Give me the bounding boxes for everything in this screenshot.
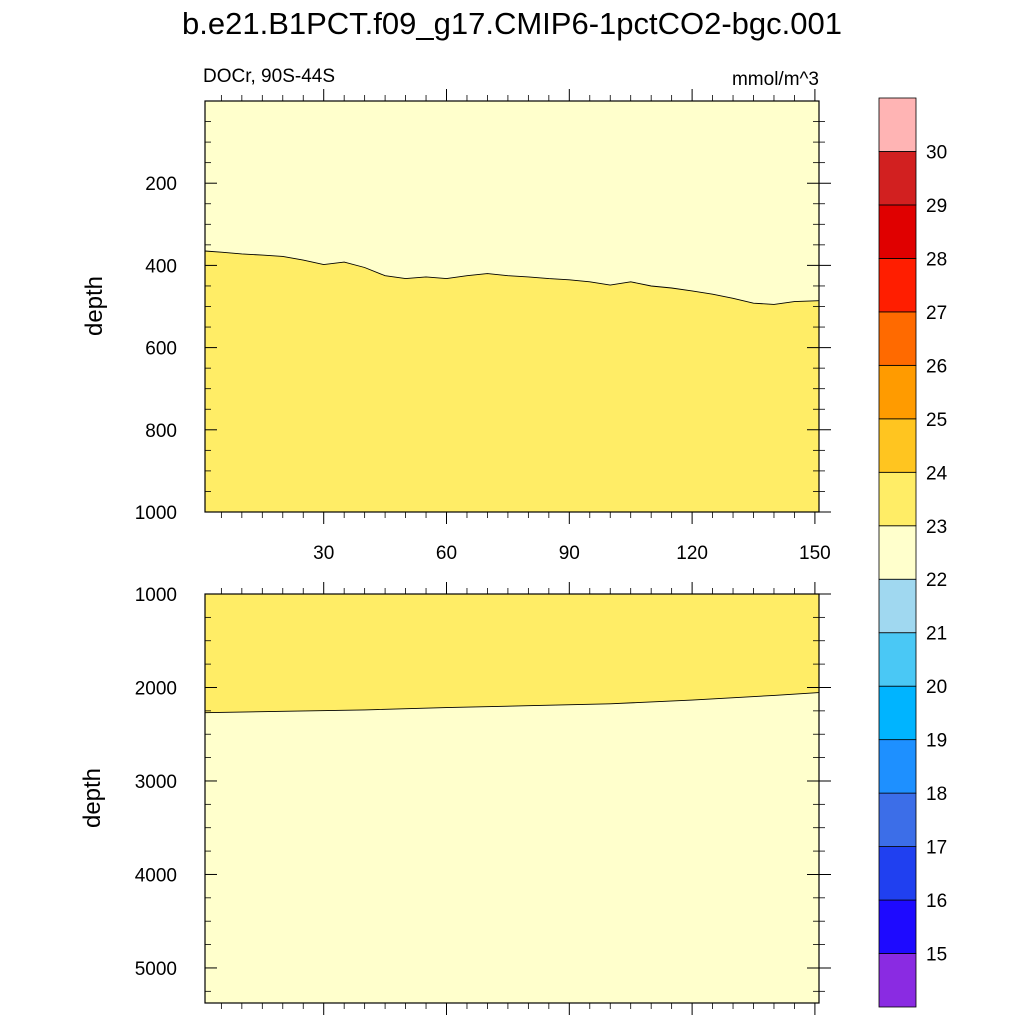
colorbar-box	[878, 953, 917, 1008]
colorbar-label: 16	[926, 891, 947, 912]
colorbar-box	[878, 151, 917, 206]
y-tick-label: 400	[145, 256, 177, 277]
x-tick-label: 90	[559, 543, 580, 564]
y-tick-label: 2000	[135, 678, 177, 699]
colorbar-label: 25	[926, 410, 947, 431]
colorbar-label: 18	[926, 784, 947, 805]
colorbar-box	[878, 311, 917, 366]
upper-panel: 200 400 600 800 1000 30 60 90 120 150 DOCr, 90S-4…	[81, 66, 831, 564]
upper-ticks: 200 400 600 800 1000 30 60 90 120 150	[135, 89, 831, 564]
colorbar-label: 17	[926, 838, 947, 859]
y-tick-label: 1000	[135, 503, 177, 524]
colorbar-box	[878, 846, 917, 901]
y-tick-label: 1000	[135, 585, 177, 606]
colorbar-label: 19	[926, 731, 947, 752]
colorbar-label: 15	[926, 945, 947, 966]
colorbar-label: 23	[926, 517, 947, 538]
colorbar-label: 22	[926, 570, 947, 591]
y-tick-label: 3000	[135, 772, 177, 793]
colorbar-label: 21	[926, 624, 947, 645]
y-tick-label: 5000	[135, 959, 177, 980]
colorbar-label: 28	[926, 249, 947, 270]
y-tick-label: 4000	[135, 865, 177, 886]
lower-contour-23	[204, 692, 820, 714]
x-tick-label: 150	[799, 543, 831, 564]
colorbar-label: 24	[926, 463, 948, 484]
colorbar-label: 29	[926, 196, 947, 217]
colorbar-box	[878, 685, 917, 741]
colorbar-label: 27	[926, 303, 947, 324]
colorbar-box	[878, 204, 917, 259]
colorbar-box	[878, 364, 917, 420]
colorbar-box	[878, 578, 917, 634]
colorbar-box	[878, 97, 917, 152]
colorbar-box	[878, 899, 917, 954]
lower-ticks: 1000 2000 3000 4000 5000	[135, 582, 831, 1015]
figure-title: b.e21.B1PCT.f09_g17.CMIP6-1pctCO2-bgc.00…	[182, 6, 842, 41]
upper-right-label: mmol/m^3	[732, 69, 819, 90]
colorbar-box	[878, 632, 917, 687]
upper-region-23-24	[205, 251, 819, 512]
colorbar-box	[878, 739, 917, 794]
y-tick-label: 600	[145, 339, 177, 360]
colorbar: 15 16 17 18 19 20 21 22 23 24 25 26 27 28 29 30	[878, 97, 948, 1008]
y-tick-label: 800	[145, 421, 177, 442]
colorbar-box	[878, 418, 917, 473]
y-tick-label: 200	[145, 174, 177, 195]
lower-region-23-24	[205, 594, 819, 713]
colorbar-label: 26	[926, 356, 947, 377]
colorbar-box	[878, 792, 917, 847]
colorbar-box	[878, 258, 917, 313]
colorbar-box	[878, 471, 917, 527]
lower-y-axis-label: depth	[79, 768, 106, 828]
x-tick-label: 30	[313, 543, 334, 564]
lower-frame	[204, 593, 820, 1004]
upper-contour-23	[204, 250, 820, 305]
x-tick-label: 60	[436, 543, 457, 564]
lower-panel: 1000 2000 3000 4000 5000 depth	[79, 582, 831, 1015]
colorbar-label: 30	[926, 142, 947, 163]
colorbar-label: 20	[926, 677, 947, 698]
colorbar-box	[878, 525, 917, 580]
upper-y-axis-label: depth	[81, 276, 108, 336]
x-tick-label: 120	[676, 543, 708, 564]
upper-left-label: DOCr, 90S-44S	[203, 66, 335, 87]
